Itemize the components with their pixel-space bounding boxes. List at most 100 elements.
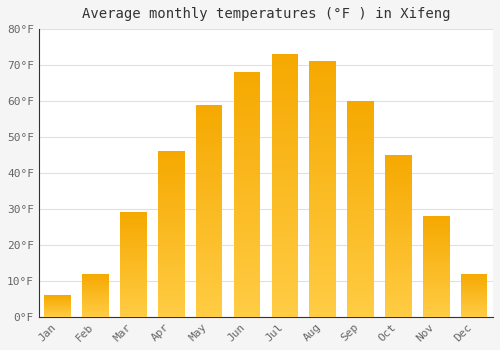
- Bar: [272, 312, 298, 314]
- Bar: [120, 281, 146, 282]
- Bar: [196, 243, 222, 245]
- Bar: [461, 308, 487, 309]
- Bar: [120, 268, 146, 269]
- Bar: [348, 304, 374, 306]
- Bar: [158, 155, 184, 156]
- Bar: [120, 303, 146, 304]
- Bar: [385, 161, 411, 163]
- Bar: [461, 282, 487, 283]
- Bar: [196, 155, 222, 158]
- Bar: [348, 282, 374, 285]
- Bar: [423, 219, 450, 220]
- Bar: [196, 236, 222, 238]
- Bar: [310, 107, 336, 110]
- Bar: [348, 285, 374, 287]
- Bar: [423, 221, 450, 222]
- Bar: [310, 181, 336, 184]
- Bar: [385, 210, 411, 212]
- Bar: [385, 276, 411, 278]
- Bar: [196, 276, 222, 279]
- Bar: [272, 301, 298, 304]
- Bar: [348, 140, 374, 142]
- Bar: [348, 235, 374, 237]
- Bar: [120, 285, 146, 286]
- Bar: [234, 170, 260, 173]
- Bar: [196, 115, 222, 117]
- Bar: [423, 298, 450, 299]
- Bar: [461, 289, 487, 290]
- Bar: [461, 280, 487, 281]
- Bar: [82, 286, 109, 287]
- Bar: [234, 136, 260, 138]
- Bar: [461, 296, 487, 297]
- Bar: [385, 195, 411, 197]
- Bar: [423, 238, 450, 239]
- Bar: [310, 87, 336, 90]
- Bar: [82, 292, 109, 293]
- Bar: [385, 184, 411, 186]
- Bar: [120, 314, 146, 315]
- Bar: [272, 88, 298, 91]
- Bar: [272, 57, 298, 60]
- Bar: [234, 111, 260, 114]
- Bar: [310, 90, 336, 92]
- Bar: [234, 226, 260, 229]
- Bar: [385, 173, 411, 174]
- Bar: [120, 267, 146, 268]
- Bar: [120, 280, 146, 281]
- Bar: [272, 141, 298, 144]
- Bar: [120, 298, 146, 299]
- Bar: [234, 314, 260, 317]
- Bar: [272, 83, 298, 86]
- Bar: [310, 133, 336, 135]
- Bar: [423, 307, 450, 308]
- Bar: [423, 266, 450, 267]
- Bar: [348, 176, 374, 179]
- Bar: [234, 304, 260, 307]
- Bar: [120, 290, 146, 291]
- Bar: [234, 94, 260, 97]
- Bar: [272, 67, 298, 70]
- Bar: [348, 103, 374, 105]
- Bar: [234, 260, 260, 263]
- Bar: [348, 207, 374, 209]
- Bar: [272, 93, 298, 96]
- Bar: [423, 296, 450, 297]
- Bar: [158, 221, 184, 223]
- Bar: [196, 175, 222, 177]
- Bar: [196, 232, 222, 234]
- Bar: [120, 277, 146, 278]
- Bar: [385, 156, 411, 158]
- Bar: [348, 261, 374, 263]
- Bar: [120, 297, 146, 298]
- Bar: [272, 186, 298, 188]
- Bar: [461, 287, 487, 288]
- Bar: [461, 290, 487, 291]
- Bar: [196, 119, 222, 121]
- Bar: [158, 161, 184, 163]
- Bar: [310, 199, 336, 202]
- Bar: [196, 139, 222, 141]
- Bar: [196, 289, 222, 291]
- Bar: [385, 247, 411, 249]
- Bar: [196, 245, 222, 247]
- Bar: [272, 228, 298, 230]
- Bar: [158, 176, 184, 178]
- Bar: [120, 221, 146, 222]
- Bar: [348, 166, 374, 168]
- Bar: [348, 205, 374, 207]
- Bar: [272, 154, 298, 157]
- Bar: [310, 309, 336, 312]
- Bar: [348, 157, 374, 159]
- Bar: [348, 267, 374, 270]
- Bar: [423, 270, 450, 271]
- Bar: [272, 283, 298, 285]
- Bar: [423, 229, 450, 230]
- Bar: [272, 206, 298, 209]
- Bar: [158, 279, 184, 280]
- Bar: [423, 300, 450, 301]
- Bar: [234, 82, 260, 84]
- Bar: [385, 194, 411, 195]
- Bar: [348, 133, 374, 135]
- Bar: [272, 285, 298, 288]
